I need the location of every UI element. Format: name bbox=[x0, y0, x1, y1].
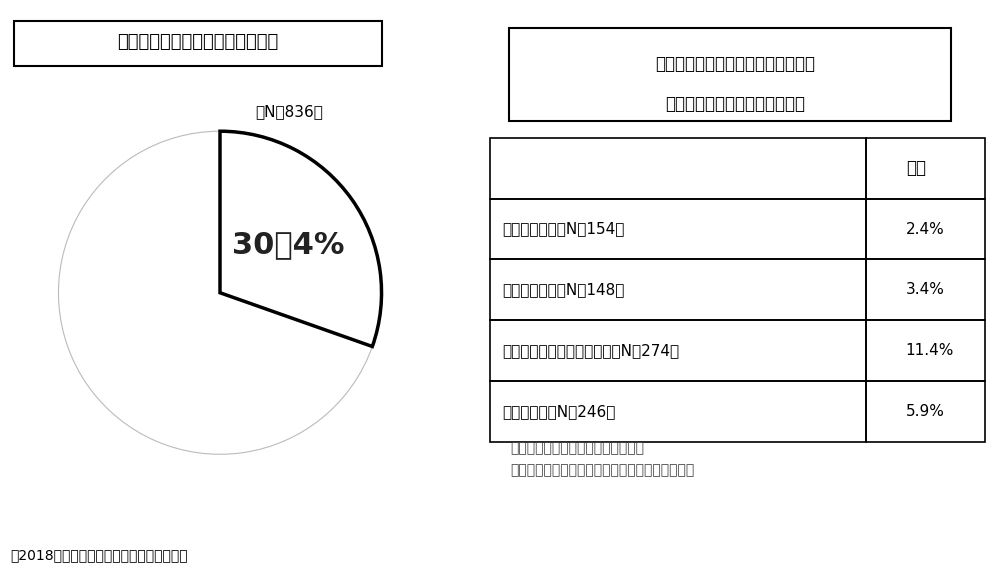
Text: 回答のあったマージンの内訳ごとの: 回答のあったマージンの内訳ごとの bbox=[655, 55, 815, 73]
Text: 福利厕生費　（N＝148）: 福利厕生費 （N＝148） bbox=[502, 282, 625, 297]
Bar bbox=[866, 199, 985, 259]
Text: 30．4%: 30．4% bbox=[232, 230, 345, 259]
Bar bbox=[490, 259, 866, 320]
Text: 5.9%: 5.9% bbox=[906, 404, 945, 419]
Bar bbox=[490, 138, 866, 199]
Text: ＊2018年度の実績（回答事業所の平均値）: ＊2018年度の実績（回答事業所の平均値） bbox=[10, 549, 188, 563]
Text: 教育訓練費　（N＝154）: 教育訓練費 （N＝154） bbox=[502, 222, 625, 236]
Wedge shape bbox=[58, 131, 372, 454]
Text: 営業利益　（N＝246）: 営業利益 （N＝246） bbox=[502, 404, 616, 419]
Text: （N＝836）: （N＝836） bbox=[256, 104, 323, 119]
Bar bbox=[490, 199, 866, 259]
Bar bbox=[866, 259, 985, 320]
Text: 社会保険料・労働保険料　（N＝274）: 社会保険料・労働保険料 （N＝274） bbox=[502, 343, 680, 358]
Bar bbox=[490, 381, 866, 442]
Text: ＊各項目毎の割合の平均値であり、
　マージン率の平均値と上記の合計は一致しない: ＊各項目毎の割合の平均値であり、 マージン率の平均値と上記の合計は一致しない bbox=[510, 441, 694, 477]
Bar bbox=[866, 138, 985, 199]
Text: 割合: 割合 bbox=[906, 159, 926, 177]
Bar bbox=[866, 381, 985, 442]
FancyBboxPatch shape bbox=[509, 28, 951, 121]
Text: 3.4%: 3.4% bbox=[906, 282, 945, 297]
Bar bbox=[490, 320, 866, 381]
Text: 11.4%: 11.4% bbox=[906, 343, 954, 358]
Text: 2.4%: 2.4% bbox=[906, 222, 945, 236]
FancyBboxPatch shape bbox=[14, 21, 382, 67]
Text: 派遣料金に占める割合の平均値: 派遣料金に占める割合の平均値 bbox=[665, 95, 805, 113]
Wedge shape bbox=[220, 131, 382, 347]
Bar bbox=[866, 320, 985, 381]
Text: 回答のあったマージン率の平均値: 回答のあったマージン率の平均値 bbox=[117, 33, 279, 51]
